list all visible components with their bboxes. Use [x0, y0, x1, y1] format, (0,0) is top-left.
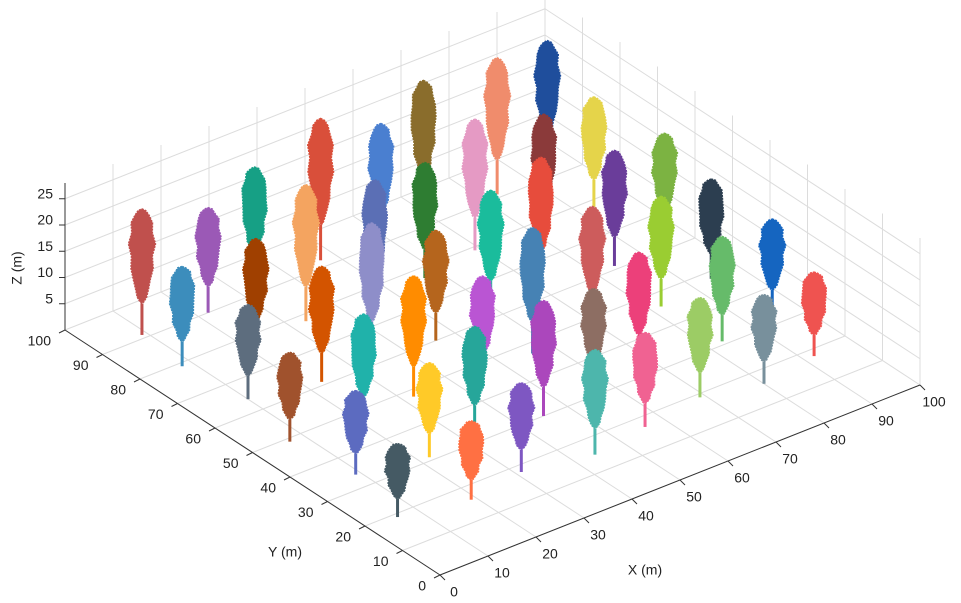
z-tick-label: 5 — [45, 290, 53, 306]
x-tick-label: 50 — [686, 489, 702, 505]
y-tick — [284, 477, 290, 480]
tree-crown — [277, 352, 303, 419]
tree-crown — [459, 421, 484, 480]
x-tick — [776, 442, 781, 447]
tree-crown — [351, 314, 376, 397]
y-tick — [359, 526, 365, 529]
y-tick-label: 70 — [148, 406, 164, 422]
x-tick — [488, 556, 493, 561]
y-tick-label: 0 — [418, 578, 426, 594]
tree-crown — [423, 230, 450, 313]
y-tick-label: 100 — [28, 333, 52, 349]
tree-crown — [477, 190, 504, 280]
tree-crown — [633, 333, 657, 404]
tree-crown — [687, 298, 713, 373]
tree-crown — [709, 236, 735, 315]
x-tick — [632, 499, 637, 504]
y-tick — [322, 502, 328, 505]
y-tick — [172, 404, 178, 407]
y-axis-label: Y (m) — [268, 544, 302, 560]
tree-crown — [235, 305, 261, 376]
chart: X (m) Y (m) Z (m) 0102030405060708090100… — [0, 0, 961, 603]
x-tick — [824, 423, 829, 428]
tree-crown — [626, 252, 651, 335]
x-tick-label: 10 — [494, 565, 510, 581]
y-tick-label: 10 — [373, 553, 389, 569]
x-tick-label: 0 — [450, 584, 458, 600]
z-tick-label: 10 — [37, 264, 53, 280]
tree-crown — [648, 196, 674, 279]
x-tick-label: 60 — [734, 470, 750, 486]
tree-crown — [129, 209, 156, 304]
tree-crown — [802, 272, 827, 335]
x-axis-label: X (m) — [628, 562, 662, 578]
x-tick-label: 40 — [638, 508, 654, 524]
x-tick-label: 100 — [922, 394, 946, 410]
tree-crown — [309, 266, 335, 353]
x-tick — [728, 461, 733, 466]
tree-crown — [343, 391, 369, 454]
x-tick-label: 80 — [830, 432, 846, 448]
z-tick-label: 15 — [37, 238, 53, 254]
y-tick — [59, 330, 65, 333]
x-tick-label: 70 — [782, 451, 798, 467]
tree-crown — [195, 208, 221, 287]
tree-crown — [462, 326, 487, 405]
y-tick — [97, 355, 103, 358]
tree-crown — [582, 350, 609, 429]
y-tick-label: 60 — [185, 431, 201, 447]
tree-crown — [581, 97, 606, 180]
x-tick — [584, 518, 589, 523]
tree-crown — [170, 267, 195, 342]
y-tick-label: 90 — [73, 357, 89, 373]
x-tick-label: 90 — [878, 413, 894, 429]
z-tick-label: 25 — [37, 185, 53, 201]
tree-crown — [360, 223, 384, 321]
x-tick — [536, 537, 541, 542]
x-tick — [440, 575, 445, 580]
y-tick — [247, 453, 253, 456]
x-tick — [872, 404, 877, 409]
y-tick-label: 20 — [335, 529, 351, 545]
y-tick-label: 40 — [260, 480, 276, 496]
y-tick — [209, 428, 215, 431]
tree-crown — [579, 206, 606, 293]
y-tick-label: 30 — [298, 504, 314, 520]
x-tick — [920, 385, 925, 390]
tree-crown — [602, 150, 628, 237]
y-tick — [397, 551, 403, 554]
tree-crown — [508, 383, 535, 450]
y-tick — [434, 575, 440, 578]
z-axis-label: Z (m) — [9, 251, 25, 284]
x-tick-label: 20 — [542, 546, 558, 562]
z-tick-label: 20 — [37, 212, 53, 228]
x-tick-label: 30 — [590, 527, 606, 543]
y-tick — [134, 379, 140, 382]
y-tick-label: 50 — [223, 455, 239, 471]
tree-crown — [759, 219, 786, 290]
y-tick-label: 80 — [110, 382, 126, 398]
tree-crown — [531, 301, 557, 388]
x-tick — [680, 480, 685, 485]
